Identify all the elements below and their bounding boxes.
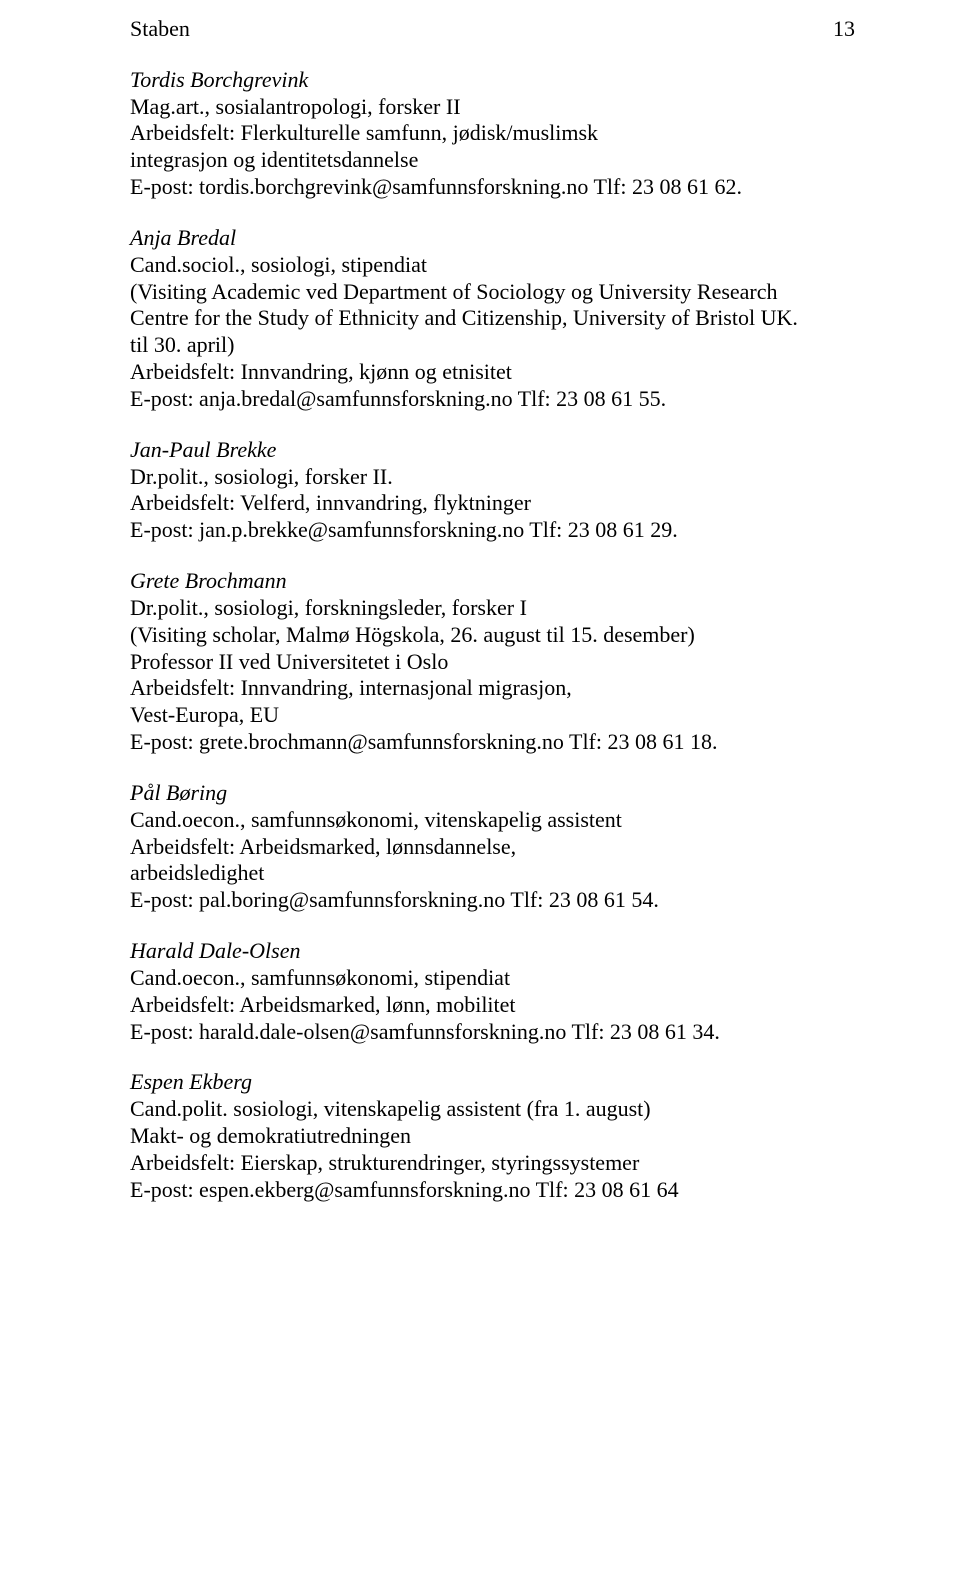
- entry-line: E-post: grete.brochmann@samfunnsforsknin…: [130, 729, 855, 756]
- entry-line: E-post: pal.boring@samfunnsforskning.no …: [130, 887, 855, 914]
- entry-line: Cand.oecon., samfunnsøkonomi, vitenskape…: [130, 807, 855, 834]
- entry-line: Arbeidsfelt: Eierskap, strukturendringer…: [130, 1150, 855, 1177]
- entry-line: Dr.polit., sosiologi, forskningsleder, f…: [130, 595, 855, 622]
- entry-line: Makt- og demokratiutredningen: [130, 1123, 855, 1150]
- entry-name: Pål Børing: [130, 780, 855, 807]
- entry-line: til 30. april): [130, 332, 855, 359]
- staff-entry: Tordis BorchgrevinkMag.art., sosialantro…: [130, 67, 855, 201]
- entry-line: (Visiting scholar, Malmø Högskola, 26. a…: [130, 622, 855, 649]
- entry-name: Jan-Paul Brekke: [130, 437, 855, 464]
- staff-entry: Harald Dale-OlsenCand.oecon., samfunnsøk…: [130, 938, 855, 1045]
- running-header: Staben 13: [130, 16, 855, 43]
- header-title: Staben: [130, 16, 190, 43]
- entry-line: E-post: harald.dale-olsen@samfunnsforskn…: [130, 1019, 855, 1046]
- page-number: 13: [833, 16, 855, 43]
- entry-name: Harald Dale-Olsen: [130, 938, 855, 965]
- entry-line: E-post: tordis.borchgrevink@samfunnsfors…: [130, 174, 855, 201]
- entry-line: Arbeidsfelt: Arbeidsmarked, lønnsdannels…: [130, 834, 855, 861]
- entry-line: Cand.sociol., sosiologi, stipendiat: [130, 252, 855, 279]
- entry-line: Arbeidsfelt: Innvandring, internasjonal …: [130, 675, 855, 702]
- entry-line: Centre for the Study of Ethnicity and Ci…: [130, 305, 855, 332]
- page: Staben 13 Tordis BorchgrevinkMag.art., s…: [0, 0, 960, 1572]
- staff-entry: Pål BøringCand.oecon., samfunnsøkonomi, …: [130, 780, 855, 914]
- entry-line: E-post: espen.ekberg@samfunnsforskning.n…: [130, 1177, 855, 1204]
- entry-name: Tordis Borchgrevink: [130, 67, 855, 94]
- entries-container: Tordis BorchgrevinkMag.art., sosialantro…: [130, 67, 855, 1204]
- entry-line: Professor II ved Universitetet i Oslo: [130, 649, 855, 676]
- staff-entry: Espen EkbergCand.polit. sosiologi, viten…: [130, 1069, 855, 1203]
- entry-line: E-post: jan.p.brekke@samfunnsforskning.n…: [130, 517, 855, 544]
- staff-entry: Jan-Paul BrekkeDr.polit., sosiologi, for…: [130, 437, 855, 544]
- entry-line: integrasjon og identitetsdannelse: [130, 147, 855, 174]
- entry-line: Arbeidsfelt: Flerkulturelle samfunn, jød…: [130, 120, 855, 147]
- staff-entry: Anja BredalCand.sociol., sosiologi, stip…: [130, 225, 855, 413]
- entry-line: Arbeidsfelt: Innvandring, kjønn og etnis…: [130, 359, 855, 386]
- entry-line: Cand.polit. sosiologi, vitenskapelig ass…: [130, 1096, 855, 1123]
- entry-line: (Visiting Academic ved Department of Soc…: [130, 279, 855, 306]
- entry-line: Arbeidsfelt: Velferd, innvandring, flykt…: [130, 490, 855, 517]
- entry-line: Dr.polit., sosiologi, forsker II.: [130, 464, 855, 491]
- entry-name: Grete Brochmann: [130, 568, 855, 595]
- entry-line: Arbeidsfelt: Arbeidsmarked, lønn, mobili…: [130, 992, 855, 1019]
- entry-name: Espen Ekberg: [130, 1069, 855, 1096]
- staff-entry: Grete BrochmannDr.polit., sosiologi, for…: [130, 568, 855, 756]
- entry-line: Cand.oecon., samfunnsøkonomi, stipendiat: [130, 965, 855, 992]
- entry-line: Mag.art., sosialantropologi, forsker II: [130, 94, 855, 121]
- entry-line: E-post: anja.bredal@samfunnsforskning.no…: [130, 386, 855, 413]
- entry-line: Vest-Europa, EU: [130, 702, 855, 729]
- entry-name: Anja Bredal: [130, 225, 855, 252]
- entry-line: arbeidsledighet: [130, 860, 855, 887]
